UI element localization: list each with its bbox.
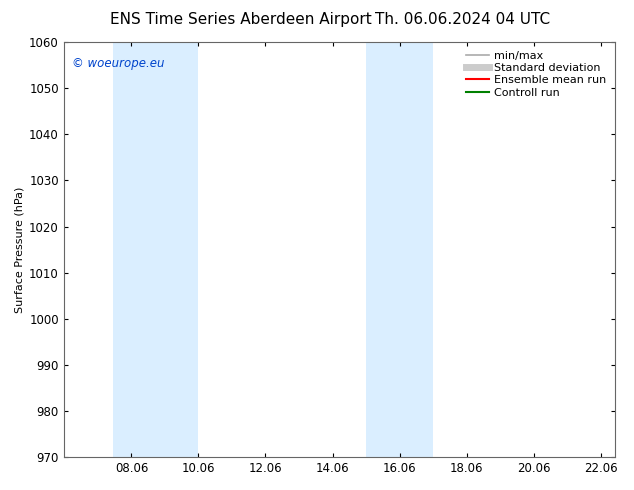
Y-axis label: Surface Pressure (hPa): Surface Pressure (hPa) [15, 186, 25, 313]
Text: © woeurope.eu: © woeurope.eu [72, 56, 165, 70]
Text: ENS Time Series Aberdeen Airport: ENS Time Series Aberdeen Airport [110, 12, 372, 27]
Bar [366, 42, 433, 457]
Legend: min/max, Standard deviation, Ensemble mean run, Controll run: min/max, Standard deviation, Ensemble me… [463, 48, 610, 101]
Text: Th. 06.06.2024 04 UTC: Th. 06.06.2024 04 UTC [375, 12, 550, 27]
Bar [113, 42, 198, 457]
